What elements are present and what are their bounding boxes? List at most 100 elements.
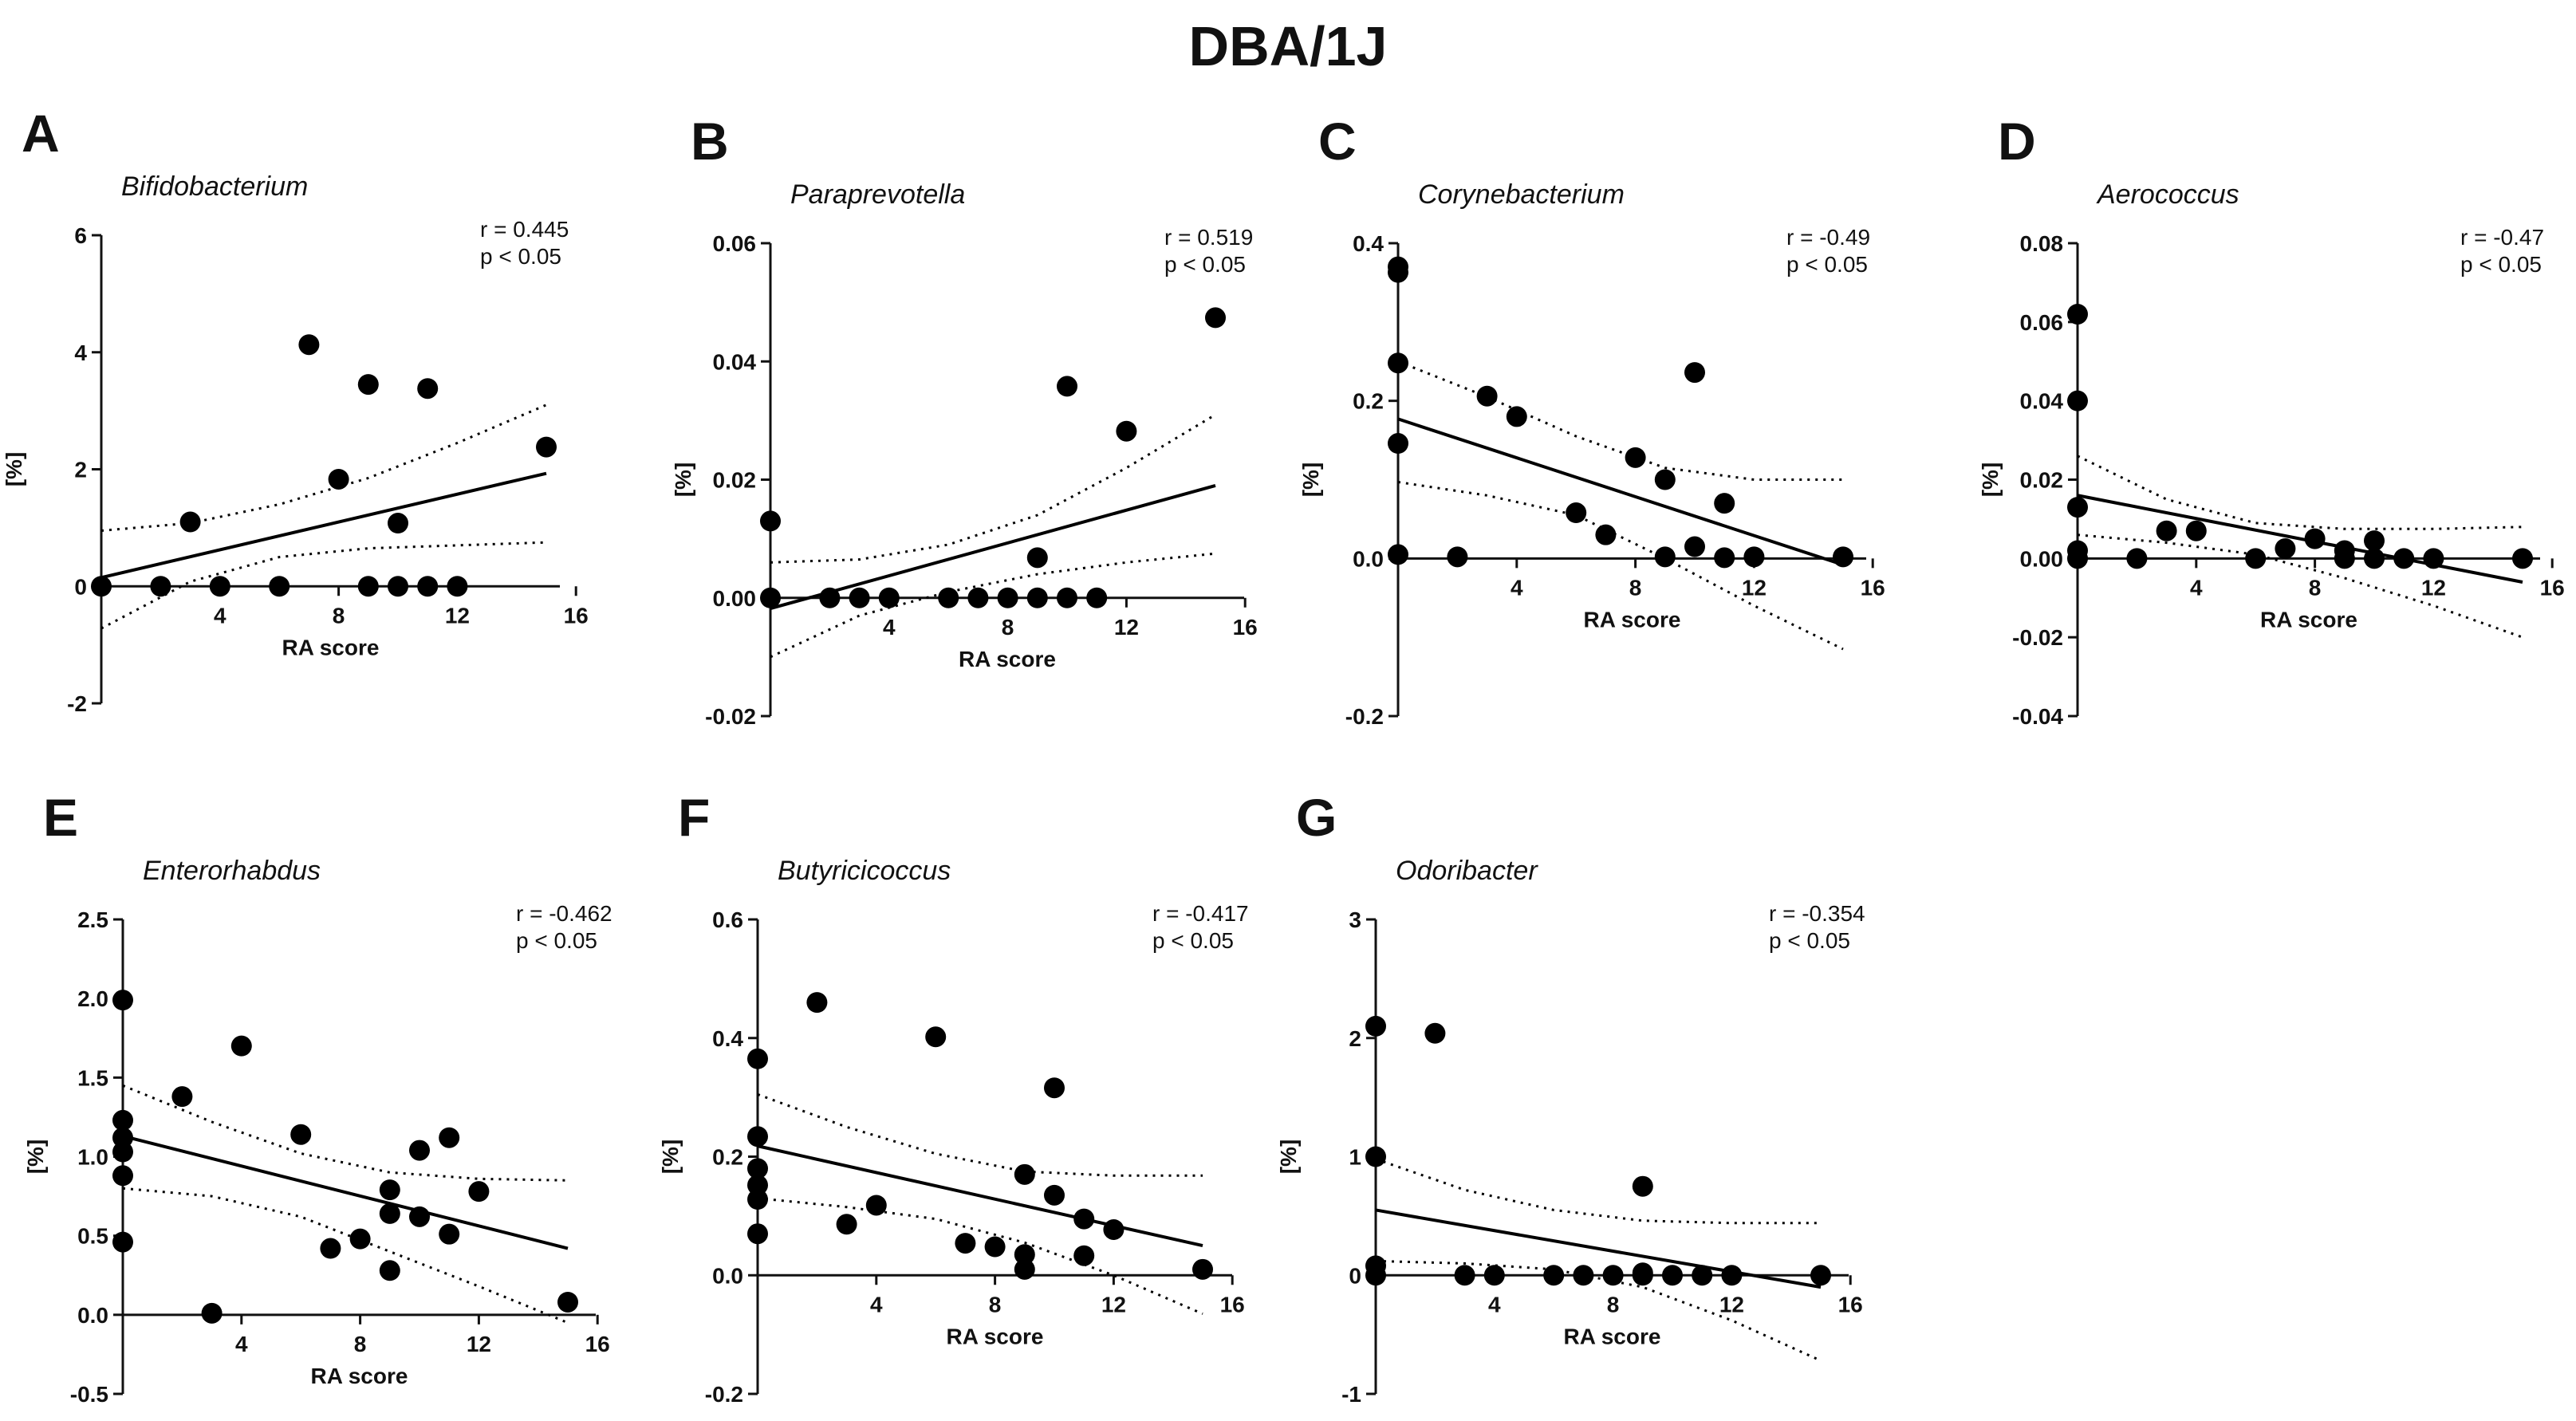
y-tick-label: -0.2	[705, 1382, 743, 1407]
data-point	[2067, 303, 2088, 325]
panel-letter: F	[678, 788, 710, 847]
data-point	[984, 1236, 1006, 1258]
x-axis-label: RA score	[2260, 607, 2357, 632]
stat-correlation: r = 0.445	[480, 217, 569, 242]
data-point	[439, 1127, 460, 1148]
y-tick-label: 2.0	[77, 986, 108, 1011]
x-tick-label: 8	[333, 603, 345, 628]
regression-line	[122, 1134, 569, 1250]
data-point	[938, 587, 959, 608]
regression-line	[770, 483, 1216, 611]
regression-line	[1397, 417, 1844, 567]
stat-pvalue: p < 0.05	[1769, 928, 1850, 953]
data-point	[1116, 420, 1137, 442]
stat-pvalue: p < 0.05	[1786, 252, 1868, 277]
data-point	[357, 576, 379, 597]
regression-line	[1375, 1208, 1822, 1289]
y-tick-label: 0.2	[1353, 389, 1384, 414]
data-point	[1057, 587, 1077, 608]
data-point	[1057, 376, 1077, 397]
x-tick-label: 4	[235, 1332, 248, 1356]
data-point	[112, 1109, 133, 1131]
data-point	[2067, 548, 2088, 569]
stat-correlation: r = 0.519	[1164, 225, 1253, 250]
x-tick-label: 8	[1607, 1292, 1620, 1317]
ci-upper-curve	[100, 403, 547, 532]
stat-correlation: r = -0.417	[1152, 901, 1249, 926]
data-point	[328, 468, 349, 490]
panel-letter: G	[1296, 788, 1337, 847]
ci-lower-curve	[770, 552, 1216, 659]
y-tick-label: -0.2	[1345, 704, 1384, 729]
data-point	[836, 1214, 857, 1235]
stat-pvalue: p < 0.05	[516, 928, 597, 953]
data-point	[2423, 548, 2444, 569]
data-point	[1692, 1265, 1713, 1286]
y-tick-label: 1.5	[77, 1065, 108, 1090]
x-tick-label: 12	[1114, 615, 1139, 640]
data-point	[878, 587, 900, 608]
data-point	[409, 1140, 430, 1161]
x-tick-label: 8	[354, 1332, 367, 1356]
data-point	[1684, 536, 1705, 557]
data-point	[967, 587, 989, 608]
data-point	[747, 1158, 768, 1179]
data-point	[112, 1231, 133, 1253]
data-point	[1714, 493, 1735, 514]
data-point	[1424, 1022, 1446, 1044]
data-point	[290, 1124, 312, 1145]
data-point	[1476, 385, 1498, 407]
data-point	[1026, 587, 1048, 608]
ci-lower-curve	[2077, 533, 2523, 639]
data-point	[468, 1181, 490, 1203]
x-tick-label: 4	[870, 1292, 883, 1317]
y-axis-label: [%]	[658, 1140, 683, 1175]
data-point	[1743, 546, 1765, 568]
data-point	[349, 1228, 371, 1250]
ci-upper-curve	[2077, 455, 2523, 530]
data-point	[1044, 1184, 1065, 1206]
chart-title: Odoribacter	[1396, 856, 1538, 886]
data-point	[1073, 1208, 1095, 1230]
y-axis-label: [%]	[1276, 1140, 1301, 1175]
data-point	[1014, 1244, 1035, 1266]
data-point	[819, 587, 841, 608]
y-tick-label: 0	[1349, 1263, 1361, 1288]
y-tick-label: 0.08	[2020, 231, 2064, 256]
x-axis-label: RA score	[1564, 1324, 1661, 1348]
ci-upper-curve	[757, 1092, 1203, 1177]
data-point	[379, 1203, 400, 1224]
panel-letter: C	[1318, 112, 1357, 171]
data-point	[1632, 1265, 1653, 1286]
data-point	[417, 378, 439, 400]
y-axis-label: [%]	[1978, 463, 2003, 498]
ci-lower-curve	[757, 1197, 1203, 1315]
data-point	[379, 1260, 400, 1281]
x-tick-label: 16	[1233, 615, 1258, 640]
data-point	[747, 1223, 768, 1245]
data-point	[112, 1141, 133, 1163]
data-point	[1714, 547, 1735, 569]
x-tick-label: 16	[564, 603, 589, 628]
data-point	[1684, 362, 1705, 384]
y-tick-label: 4	[74, 340, 87, 365]
data-point	[1044, 1077, 1065, 1099]
ci-upper-curve	[770, 413, 1216, 564]
y-tick-label: 0.2	[712, 1145, 743, 1170]
data-point	[2304, 528, 2326, 549]
data-point	[1833, 546, 1853, 568]
data-point	[747, 1189, 768, 1210]
x-tick-label: 12	[1101, 1292, 1126, 1317]
x-tick-label: 8	[989, 1292, 1002, 1317]
x-axis-label: RA score	[1584, 607, 1681, 632]
data-point	[1205, 307, 1226, 329]
chart-title: Paraprevotella	[790, 179, 965, 210]
data-point	[1192, 1258, 1213, 1280]
data-point	[2275, 537, 2296, 559]
ci-lower-curve	[122, 1187, 569, 1325]
x-tick-label: 8	[1629, 575, 1642, 600]
data-point	[1543, 1265, 1565, 1286]
y-tick-label: -2	[67, 691, 87, 716]
figure-title: DBA/1J	[1189, 15, 1388, 77]
